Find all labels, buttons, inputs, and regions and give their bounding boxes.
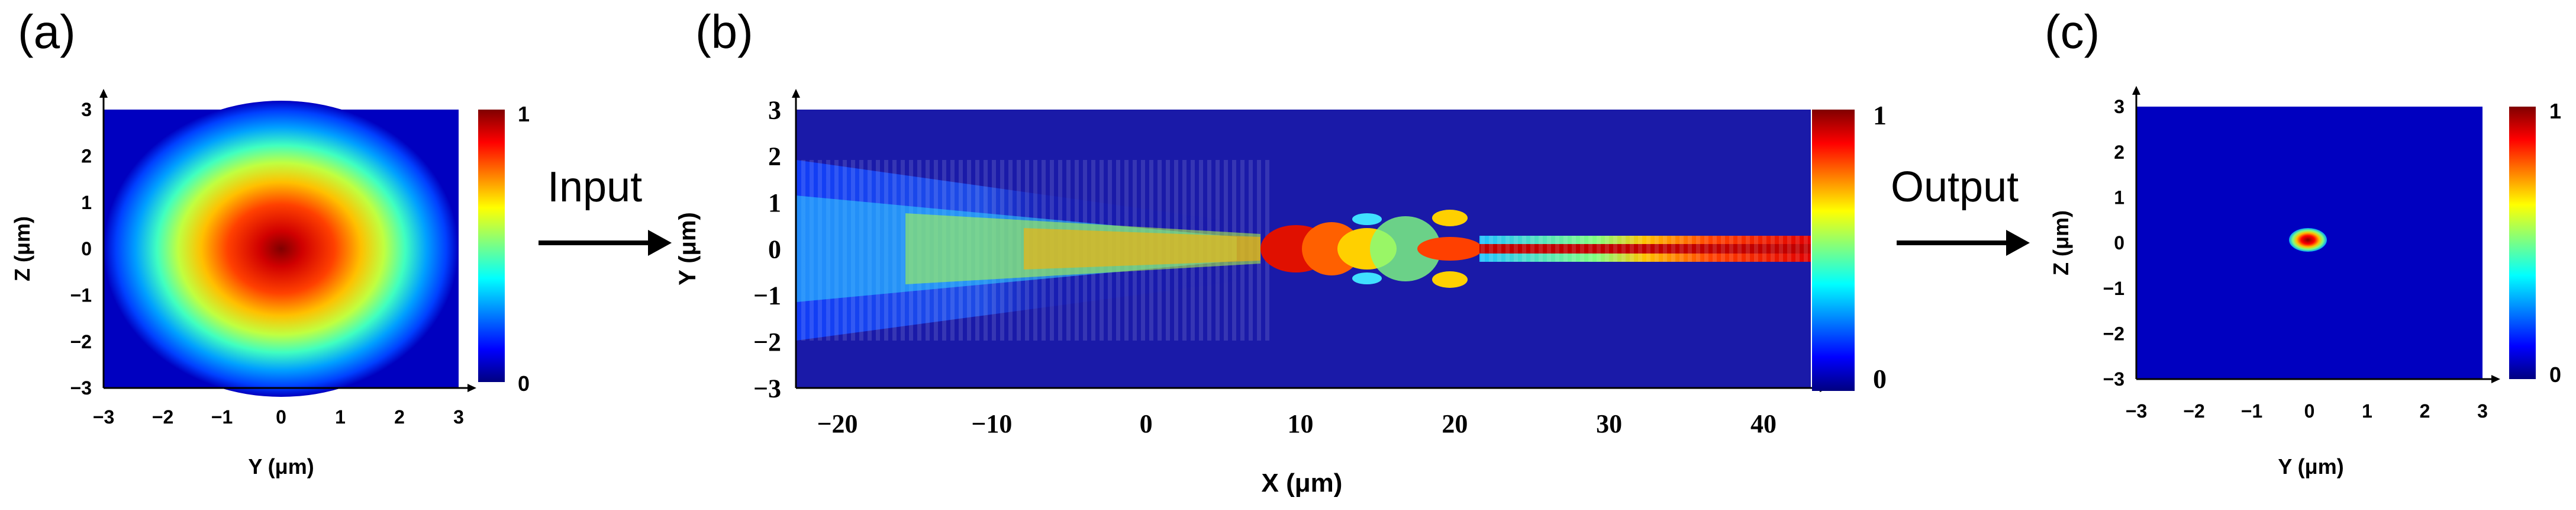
c-tick-label: 1 — [2114, 187, 2124, 209]
input-label: Input — [547, 163, 643, 211]
a-tick-label: 1 — [81, 192, 92, 213]
colorbar-b — [1812, 110, 1855, 391]
a-tick-label: −3 — [93, 406, 114, 428]
c-tick-label: −1 — [2241, 400, 2262, 422]
y-ticks-c: 3 2 1 0 −1 −2 −3 — [2103, 96, 2124, 390]
colorbar-c — [2509, 107, 2536, 379]
heatmap-b — [796, 110, 1811, 388]
colorbar-a — [478, 110, 505, 382]
a-tick-label: 2 — [394, 406, 405, 428]
a-tick-label: −1 — [70, 285, 92, 306]
panel-a-label: (a) — [18, 5, 76, 58]
a-tick-label: 3 — [81, 99, 92, 120]
output-label: Output — [1891, 163, 2019, 211]
b-tick-label: 3 — [768, 95, 781, 124]
c-tick-label: 2 — [2420, 400, 2430, 422]
c-tick-label: 0 — [2304, 400, 2315, 422]
c-tick-label: 1 — [2362, 400, 2372, 422]
panel-c-plot: 3 2 1 0 −1 −2 −3 −3 −2 −1 0 1 2 3 Y (μm) Z (μm) 1 0 — [2049, 86, 2561, 479]
colorbar-min-b: 0 — [1873, 364, 1887, 394]
x-ticks-c: −3 −2 −1 0 1 2 3 — [2126, 400, 2488, 422]
output-arrow — [1897, 230, 2030, 256]
b-tick-label: 1 — [768, 188, 781, 217]
input-arrow — [539, 230, 672, 256]
y-axis-label-c: Z (μm) — [2049, 210, 2073, 275]
colorbar-max-b: 1 — [1873, 100, 1887, 130]
colorbar-min-c: 0 — [2549, 363, 2561, 387]
a-tick-label: −2 — [70, 331, 92, 352]
colorbar-max-c: 1 — [2549, 99, 2561, 123]
c-tick-label: 3 — [2477, 400, 2488, 422]
b-tick-label: −20 — [817, 409, 857, 438]
a-tick-label: 0 — [81, 238, 92, 259]
colorbar-max-a: 1 — [518, 102, 530, 126]
c-tick-label: −1 — [2103, 278, 2124, 299]
b-tick-label: 30 — [1596, 409, 1622, 438]
x-axis-label-b: X (μm) — [1262, 469, 1343, 498]
x-ticks-a: −3 −2 −1 0 1 2 3 — [93, 406, 464, 428]
a-tick-label: −3 — [70, 377, 92, 399]
y-ticks-b: 3 2 1 0 −1 −2 −3 — [753, 95, 781, 403]
a-tick-label: −1 — [211, 406, 233, 428]
b-tick-label: 40 — [1750, 409, 1777, 438]
a-tick-label: −2 — [152, 406, 173, 428]
a-tick-label: 2 — [81, 146, 92, 167]
b-tick-label: −10 — [971, 409, 1012, 438]
panel-a-plot: 3 2 1 0 −1 −2 −3 −3 −2 −1 0 1 2 3 Y (μm) Z (μm) 1 0 — [10, 89, 530, 479]
c-tick-label: −2 — [2103, 323, 2124, 345]
c-tick-label: −3 — [2126, 400, 2147, 422]
b-tick-label: −1 — [753, 281, 781, 310]
c-tick-label: 2 — [2114, 142, 2124, 163]
x-axis-label-a: Y (μm) — [248, 454, 314, 479]
c-tick-label: 3 — [2114, 96, 2124, 117]
c-tick-label: −2 — [2183, 400, 2204, 422]
b-tick-label: 10 — [1288, 409, 1314, 438]
b-tick-label: 20 — [1442, 409, 1468, 438]
panel-c-label: (c) — [2045, 5, 2100, 58]
y-axis-label-a: Z (μm) — [10, 216, 34, 281]
heatmap-a — [104, 101, 459, 397]
b-tick-label: 0 — [768, 235, 781, 264]
b-tick-label: 2 — [768, 142, 781, 171]
a-tick-label: 0 — [276, 406, 286, 428]
b-tick-label: 0 — [1140, 409, 1153, 438]
b-tick-label: −2 — [753, 328, 781, 357]
heatmap-c — [2136, 107, 2482, 379]
x-axis-label-c: Y (μm) — [2278, 454, 2343, 479]
colorbar-min-a: 0 — [518, 371, 530, 396]
y-axis-label-b: Y (μm) — [675, 212, 701, 286]
c-tick-label: 0 — [2114, 232, 2124, 254]
b-tick-label: −3 — [753, 374, 781, 403]
x-ticks-b: −20 −10 0 10 20 30 40 — [817, 409, 1777, 438]
a-tick-label: 3 — [453, 406, 464, 428]
panel-b-label: (b) — [695, 5, 753, 58]
y-ticks-a: 3 2 1 0 −1 −2 −3 — [70, 99, 92, 399]
c-tick-label: −3 — [2103, 368, 2124, 390]
a-tick-label: 1 — [335, 406, 346, 428]
